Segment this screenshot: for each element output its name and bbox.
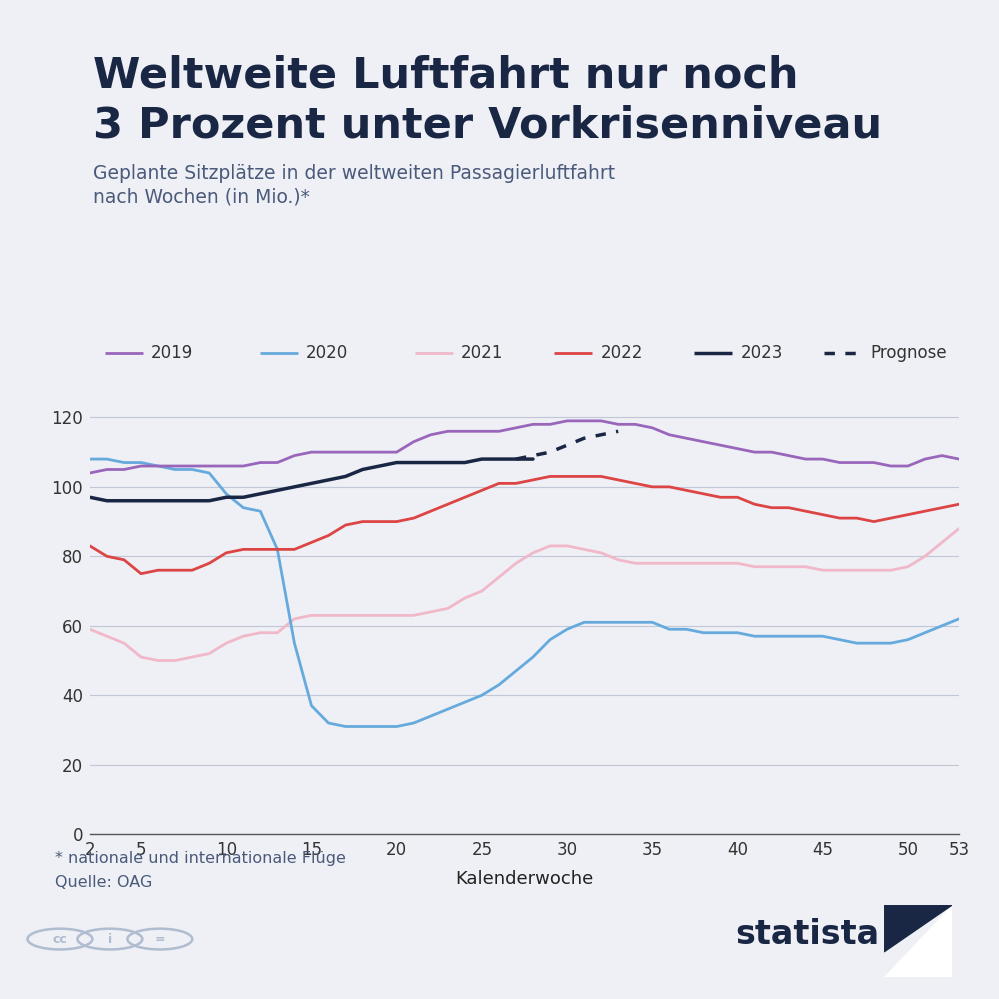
Text: =: = [155,932,165,946]
Text: 2023: 2023 [740,344,782,362]
Text: 3 Prozent unter Vorkrisenniveau: 3 Prozent unter Vorkrisenniveau [93,105,882,147]
Text: 2022: 2022 [600,344,642,362]
Text: 2020: 2020 [306,344,348,362]
Polygon shape [884,905,952,952]
Text: Prognose: Prognose [870,344,947,362]
Text: Quelle: OAG: Quelle: OAG [55,875,152,890]
Text: cc: cc [53,932,67,946]
X-axis label: Kalenderwoche: Kalenderwoche [456,870,593,888]
Text: 2021: 2021 [461,344,502,362]
Text: Geplante Sitzplätze in der weltweiten Passagierluftfahrt: Geplante Sitzplätze in der weltweiten Pa… [93,164,615,183]
Text: i: i [108,932,112,946]
Polygon shape [884,905,952,977]
Text: statista: statista [735,917,879,951]
Text: * nationale und internationale Flüge: * nationale und internationale Flüge [55,851,346,866]
Text: Weltweite Luftfahrt nur noch: Weltweite Luftfahrt nur noch [93,55,798,97]
Text: nach Wochen (in Mio.)*: nach Wochen (in Mio.)* [93,188,310,207]
Text: 2019: 2019 [151,344,193,362]
